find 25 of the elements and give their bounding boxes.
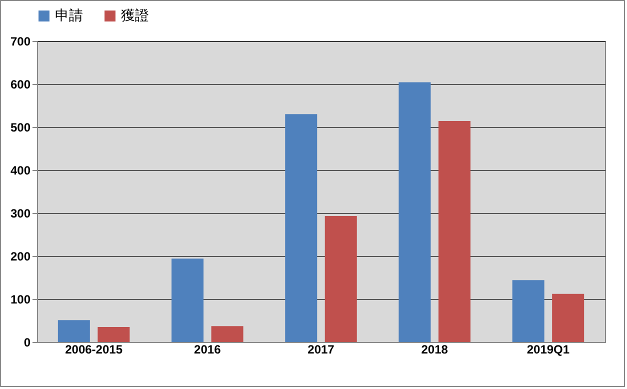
bar: [324, 216, 357, 342]
x-tick-label: 2016: [194, 342, 222, 356]
y-tick-label: 500: [10, 120, 31, 134]
y-tick-label: 400: [10, 164, 31, 178]
x-tick-label: 2006-2015: [65, 342, 123, 356]
y-tick-label: 600: [10, 78, 31, 92]
x-tick-label: 2019Q1: [526, 342, 570, 356]
bar: [398, 82, 431, 342]
bar: [552, 294, 584, 342]
bar: [172, 258, 204, 342]
x-tick-label: 2018: [421, 342, 448, 356]
bar: [512, 280, 544, 342]
y-tick-label: 100: [10, 292, 31, 306]
legend-label: 申請: [55, 8, 83, 24]
y-tick-label: 300: [10, 206, 31, 220]
bar: [98, 326, 130, 342]
y-tick-label: 200: [10, 250, 31, 264]
bar: [285, 114, 318, 342]
y-tick-label: 0: [24, 336, 31, 350]
y-tick-label: 700: [10, 34, 31, 48]
bar: [438, 120, 470, 342]
legend-label: 獲證: [121, 8, 149, 24]
bar: [58, 320, 90, 342]
x-tick-label: 2017: [308, 342, 335, 356]
bar: [211, 326, 244, 342]
